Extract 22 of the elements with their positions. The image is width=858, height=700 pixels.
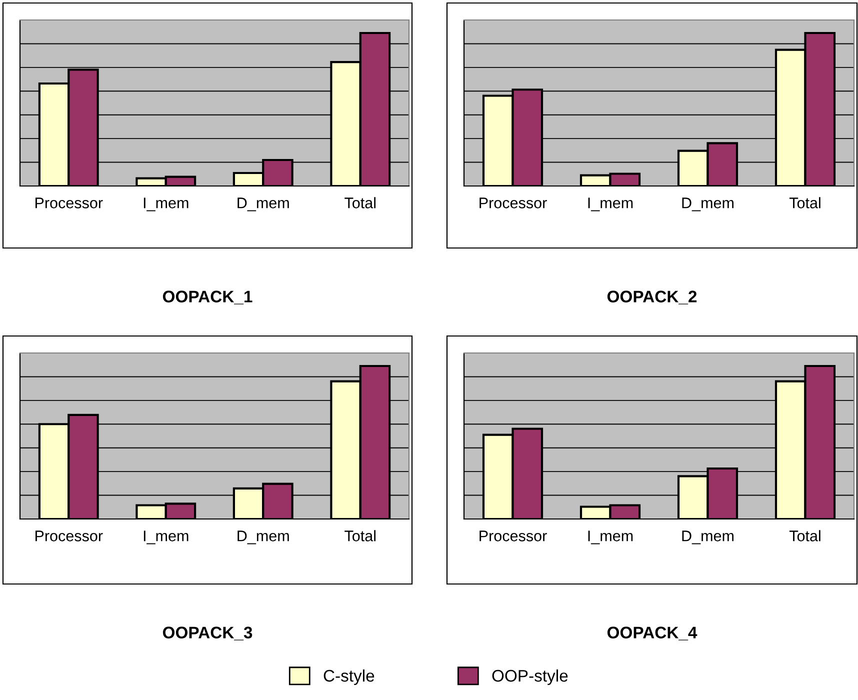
x-tick-label: I_mem: [588, 198, 633, 212]
x-tick-label: I_mem: [588, 530, 633, 544]
x-tick-label: D_mem: [238, 530, 289, 544]
text: OOPACK_1: [162, 290, 252, 304]
x-tick-label: Processor: [35, 530, 103, 542]
legend-label: C-style: [324, 669, 374, 685]
x-tick-label: Processor: [480, 198, 547, 208]
text: OOPACK_4: [607, 626, 698, 640]
x-tick-label: D_mem: [238, 198, 289, 212]
text: OOPACK_3: [162, 626, 252, 640]
x-tick-label: Total: [789, 530, 820, 542]
x-tick-label: I_mem: [144, 198, 188, 212]
x-tick-label: D_mem: [682, 530, 734, 544]
x-tick-label: Total: [344, 530, 376, 542]
x-tick-label: Total: [789, 197, 820, 208]
text: OOPACK_2: [607, 290, 697, 304]
legend-label: OOP-style: [492, 669, 568, 685]
x-tick-label: Processor: [35, 198, 103, 208]
x-tick-label: D_mem: [682, 198, 734, 212]
x-tick-label: Processor: [480, 530, 547, 542]
x-tick-label: I_mem: [144, 530, 188, 544]
x-tick-label: Total: [344, 197, 376, 208]
